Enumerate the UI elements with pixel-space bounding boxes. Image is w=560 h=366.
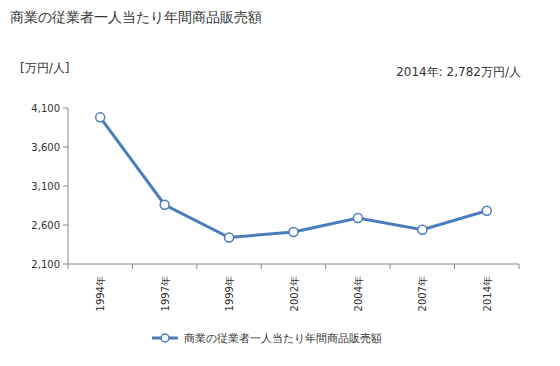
- legend-marker: [161, 334, 169, 342]
- x-tick-label: 2014年: [482, 276, 493, 311]
- x-tick-label: 1997年: [160, 276, 171, 311]
- annotation: 2014年: 2,782万円/人: [396, 65, 521, 79]
- y-tick: [63, 186, 68, 187]
- y-tick-label: 3,600: [31, 142, 60, 153]
- chart: 商業の従業者一人当たり年間商品販売額 [万円/人] 2014年: 2,782万円/人…: [0, 0, 560, 366]
- point: [289, 228, 298, 237]
- y-label: [万円/人]: [20, 61, 69, 75]
- point: [482, 206, 491, 215]
- y-tick-label: 4,100: [31, 103, 60, 114]
- x-tick: [325, 264, 326, 269]
- y-tick: [63, 147, 68, 148]
- point: [160, 200, 169, 209]
- x-axis: [68, 264, 519, 265]
- y-axis: [68, 108, 69, 264]
- x-tick: [68, 264, 69, 269]
- x-tick: [519, 264, 520, 269]
- series-line: [100, 117, 487, 237]
- x-tick-label: 1999年: [224, 276, 235, 311]
- x-tick: [454, 264, 455, 269]
- y-tick: [63, 264, 68, 265]
- x-tick-label: 2004年: [353, 276, 364, 311]
- x-tick-label: 1994年: [95, 276, 106, 311]
- point: [96, 113, 105, 122]
- legend-label: 商業の従業者一人当たり年間商品販売額: [184, 332, 382, 345]
- y-tick-label: 2,100: [31, 259, 60, 270]
- point: [418, 225, 427, 234]
- point: [225, 233, 234, 242]
- x-tick: [196, 264, 197, 269]
- point: [353, 213, 362, 222]
- plot-area: [96, 113, 492, 242]
- y-tick: [63, 225, 68, 226]
- x-tick: [390, 264, 391, 269]
- x-tick: [261, 264, 262, 269]
- y-tick-label: 2,600: [31, 220, 60, 231]
- x-tick-label: 2007年: [417, 276, 428, 311]
- y-tick: [63, 108, 68, 109]
- x-tick-label: 2002年: [289, 276, 300, 311]
- title: 商業の従業者一人当たり年間商品販売額: [10, 9, 262, 25]
- x-tick: [132, 264, 133, 269]
- y-tick-label: 3,100: [31, 181, 60, 192]
